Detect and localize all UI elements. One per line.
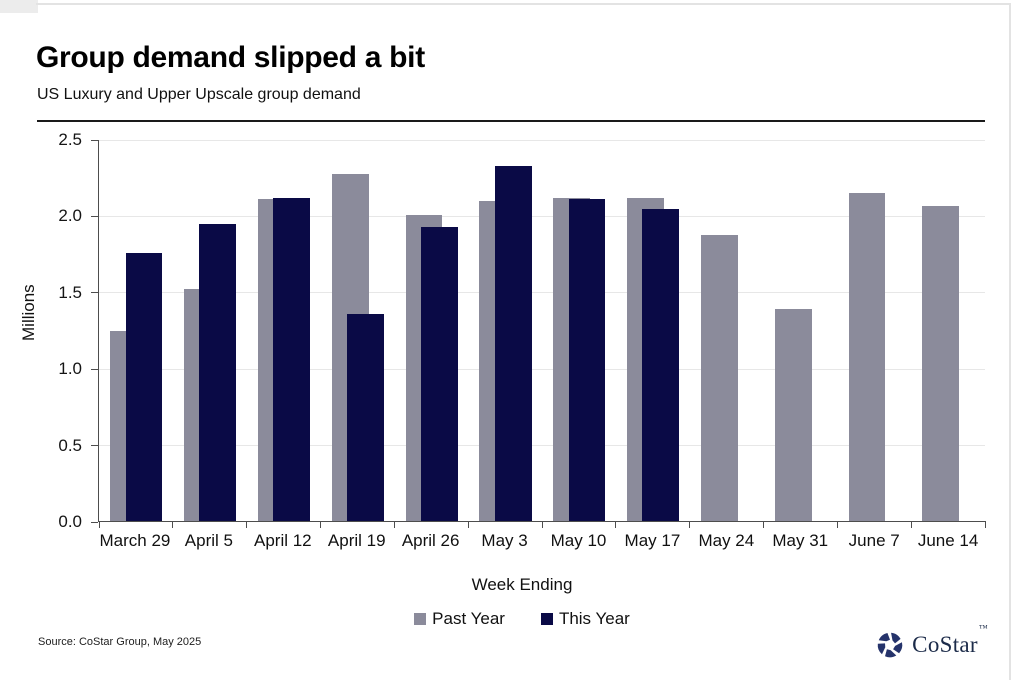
y-tick-label: 2.0	[58, 206, 82, 226]
bar-this-year	[273, 197, 311, 521]
bar-this-year	[494, 165, 532, 521]
category-label: June 14	[917, 531, 979, 550]
header-divider	[37, 120, 985, 122]
legend-swatch	[540, 613, 553, 625]
legend-swatch	[414, 613, 427, 625]
bar-past-year	[700, 234, 738, 521]
category-label: May 24	[698, 531, 755, 550]
x-tick-mark	[615, 521, 617, 528]
x-axis-title: Week Ending	[471, 575, 573, 594]
legend-label: This Year	[558, 609, 630, 628]
gridline	[99, 140, 985, 141]
y-tick-mark	[91, 215, 98, 217]
x-tick-mark	[467, 521, 469, 528]
bar-past-year	[922, 205, 960, 521]
x-tick-mark	[246, 521, 248, 528]
x-tick-mark	[763, 521, 764, 528]
category-label: May 31	[772, 531, 829, 550]
gridline	[99, 292, 985, 294]
x-tick-mark	[393, 521, 395, 528]
bar-this-year	[199, 223, 237, 521]
category-label: May 3	[481, 531, 528, 550]
bar-this-year	[125, 252, 163, 521]
bar-this-year	[347, 313, 384, 521]
category-label: April 5	[184, 531, 233, 550]
y-tick-mark	[91, 139, 98, 141]
costar-pinwheel-icon	[877, 632, 903, 658]
trademark-symbol: ™	[978, 623, 988, 633]
category-label: April 12	[253, 531, 312, 550]
category-label: April 19	[327, 531, 386, 550]
category-label: March 29	[99, 531, 171, 550]
bar-this-year	[642, 208, 680, 521]
y-tick-mark	[91, 445, 98, 447]
right-edge-line	[1009, 3, 1011, 680]
y-tick-mark	[91, 292, 98, 294]
bar-this-year	[568, 199, 606, 521]
legend-item-this-year: This Year	[540, 609, 630, 629]
costar-logo-text: CoStar™	[912, 623, 988, 657]
bar-this-year	[420, 226, 458, 521]
x-tick-mark	[836, 521, 838, 528]
legend-label: Past Year	[432, 609, 505, 628]
bar-past-year	[848, 193, 886, 521]
costar-logo: CoStar™	[876, 623, 988, 659]
x-tick-mark	[320, 521, 321, 528]
bar-past-year	[774, 309, 812, 521]
y-tick-mark	[91, 521, 98, 523]
corner-decoration	[0, 0, 38, 13]
x-tick-mark	[98, 521, 100, 528]
y-tick-mark	[91, 368, 98, 370]
page-subtitle: US Luxury and Upper Upscale group demand	[37, 86, 361, 103]
category-label: June 7	[848, 531, 900, 550]
x-tick-mark	[910, 521, 912, 528]
plot-area	[98, 140, 986, 528]
gridline	[99, 368, 985, 370]
y-tick-label: 0.0	[58, 512, 82, 531]
gridline	[99, 216, 985, 218]
y-tick-label: 2.5	[58, 130, 82, 149]
page-title: Group demand slipped a bit	[36, 41, 425, 74]
x-tick-mark	[984, 521, 986, 528]
top-edge-line	[36, 3, 1011, 5]
x-tick-mark	[541, 521, 543, 528]
source-text: Source: CoStar Group, May 2025	[38, 636, 202, 648]
x-tick-mark	[689, 521, 691, 528]
x-tick-mark	[172, 521, 174, 528]
chart-legend: Past Year This Year	[98, 609, 946, 629]
legend-item-past-year: Past Year	[414, 609, 505, 629]
category-label: May 17	[624, 531, 681, 550]
category-label: May 10	[550, 531, 607, 550]
gridline	[99, 444, 985, 446]
y-tick-label: 1.5	[58, 282, 82, 302]
category-label: April 26	[401, 531, 460, 550]
y-tick-label: 1.0	[58, 359, 82, 379]
y-tick-label: 0.5	[58, 435, 82, 455]
x-category-labels: March 29 April 5 April 12 April 19 April 26 M…	[98, 531, 985, 551]
y-axis: 0.0 0.5 1.0 1.5 2.0 2.5	[0, 130, 98, 531]
